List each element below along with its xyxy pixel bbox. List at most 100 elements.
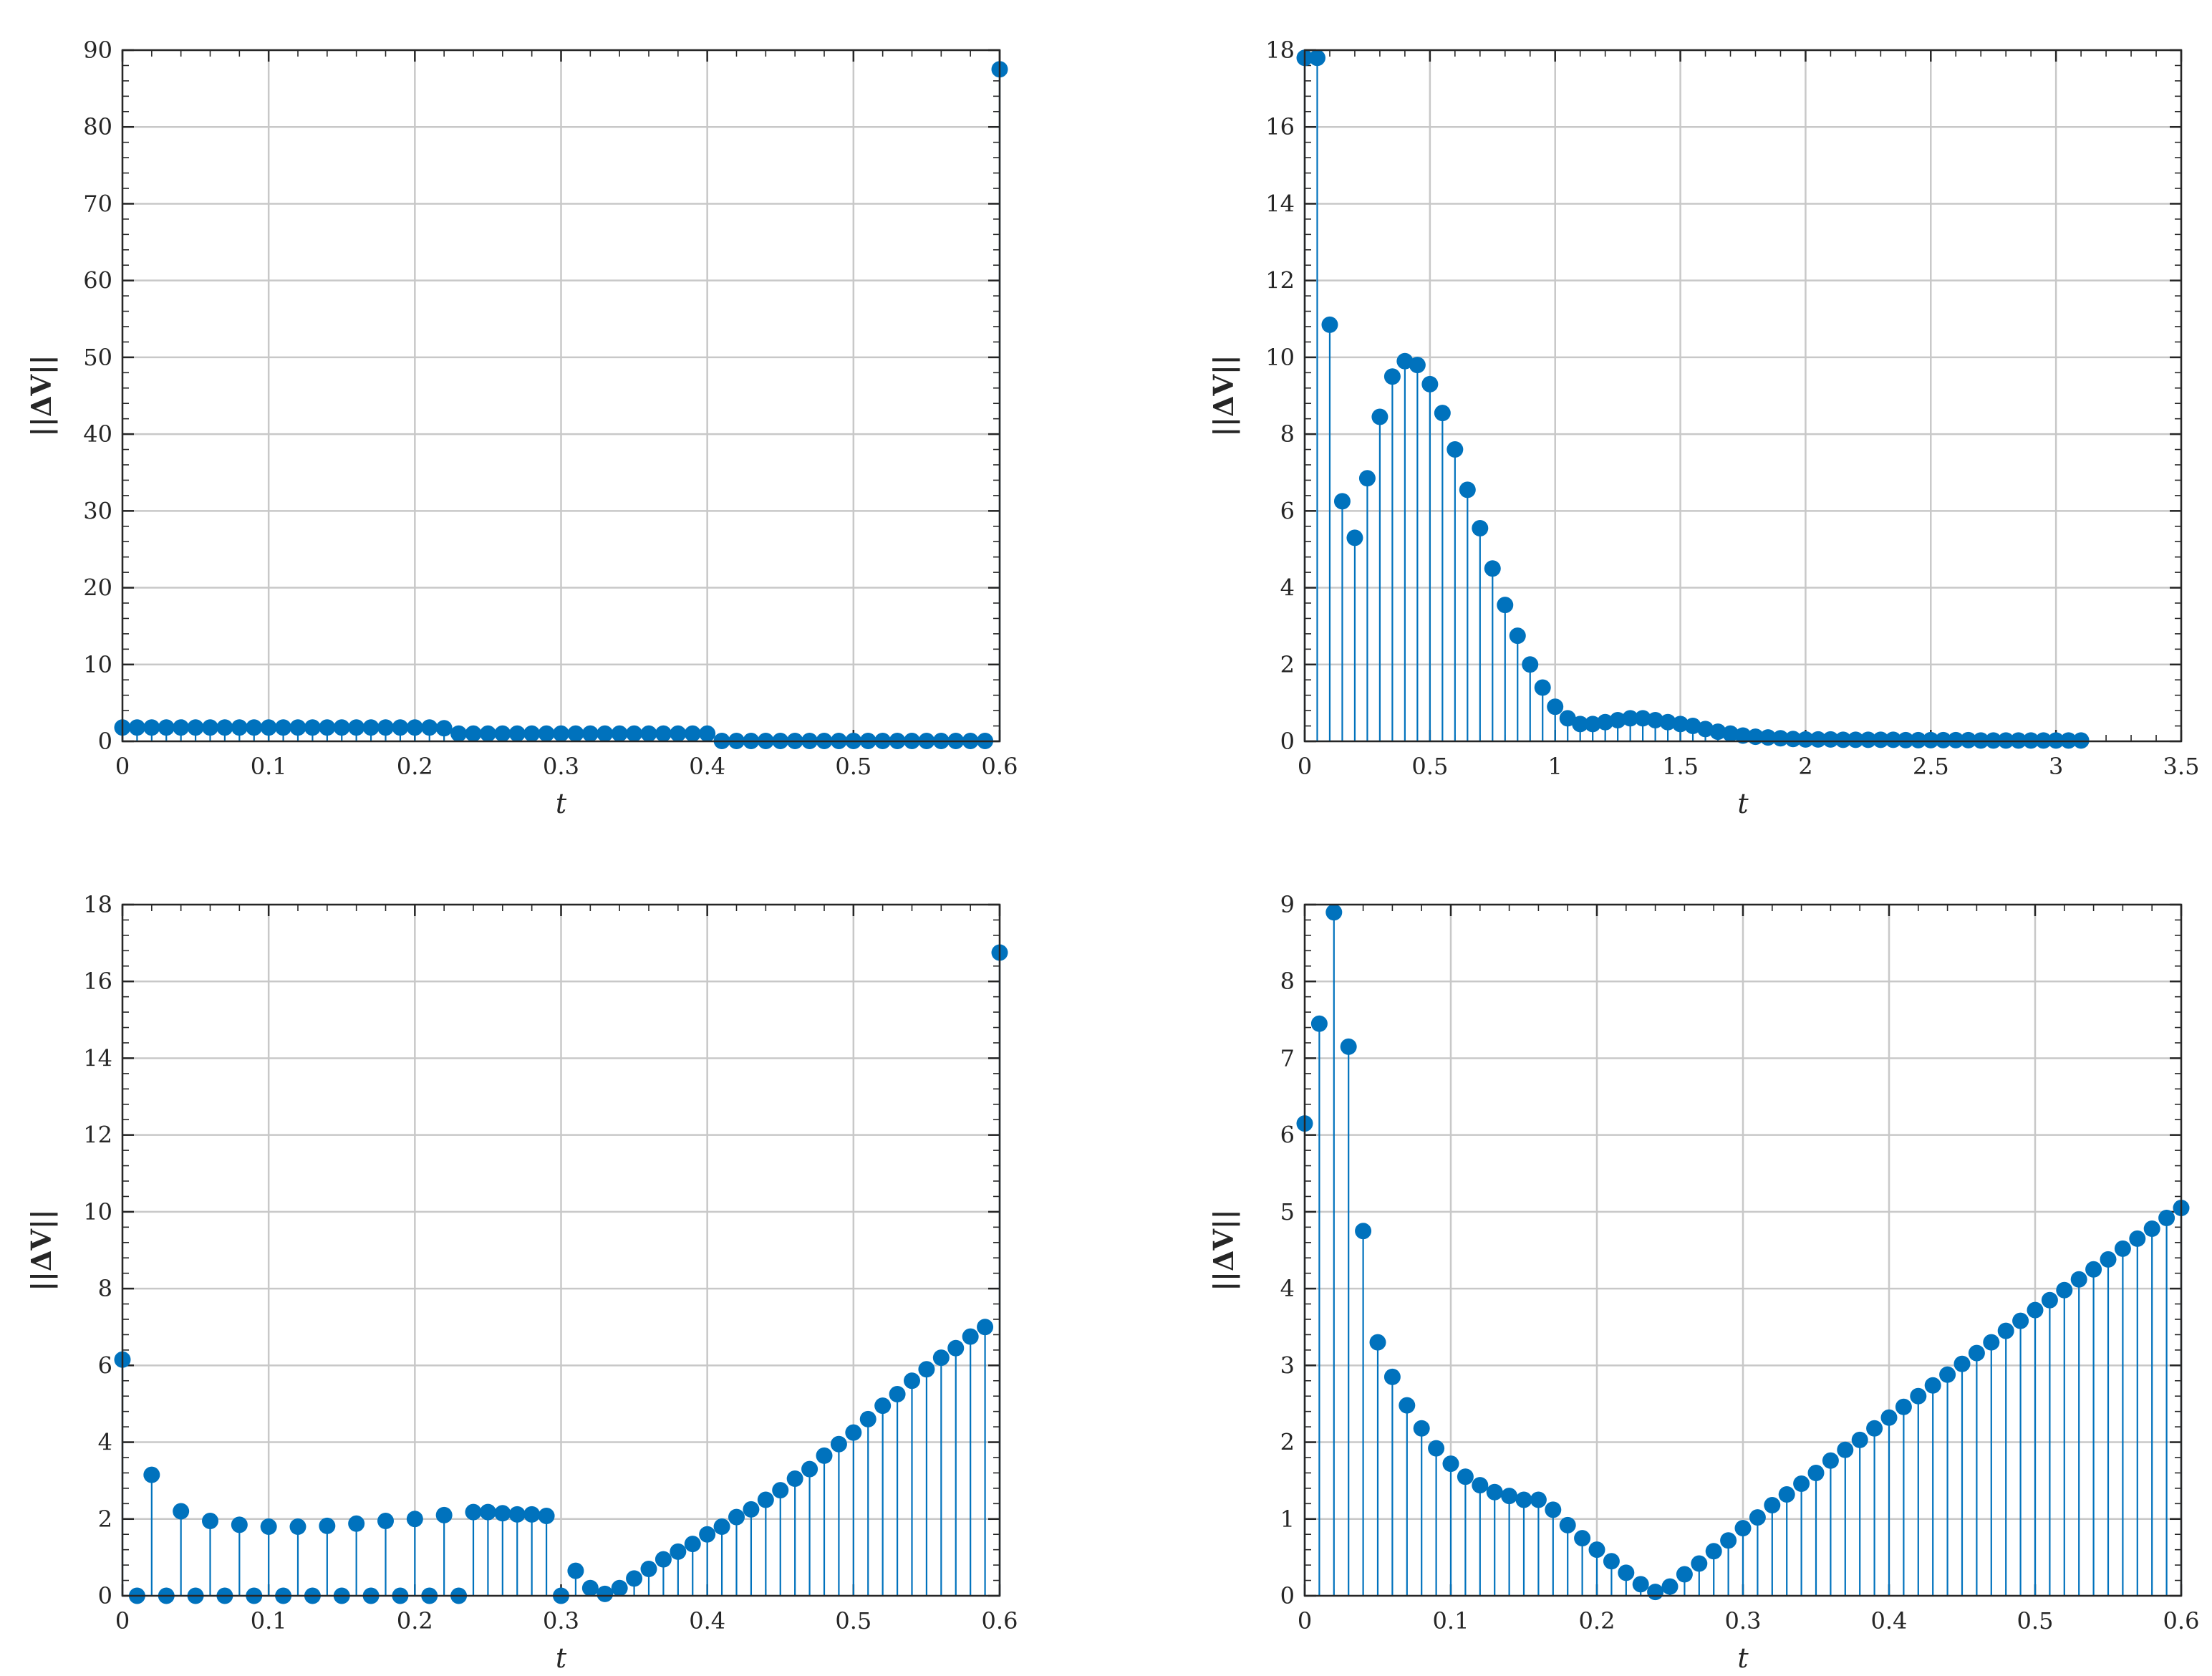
data-point [1968, 1344, 1985, 1362]
data-point [319, 1517, 336, 1534]
data-point [1413, 1420, 1430, 1437]
y-tick-label: 20 [83, 574, 112, 602]
data-point [611, 1579, 628, 1596]
x-tick-label: 0.3 [543, 1607, 579, 1634]
data-point [508, 725, 526, 742]
y-tick-label: 50 [83, 344, 112, 371]
data-point [1939, 1366, 1956, 1383]
data-point [333, 719, 350, 736]
data-point [1346, 529, 1363, 546]
x-tick-label: 0 [1298, 1607, 1312, 1634]
data-point [1734, 1520, 1752, 1537]
data-point [581, 1579, 599, 1596]
axes-box [121, 49, 1001, 743]
y-tick-label: 8 [1280, 420, 1295, 448]
data-point [1764, 1496, 1781, 1513]
y-tick-label: 12 [1265, 267, 1295, 294]
y-tick-label: 90 [83, 37, 112, 64]
data-point [801, 1460, 818, 1478]
data-point [1457, 1468, 1474, 1485]
data-point [1822, 1452, 1839, 1469]
data-point [1434, 405, 1451, 422]
data-point [538, 1507, 555, 1524]
data-point [1509, 627, 1526, 645]
data-point [1428, 1440, 1445, 1457]
data-point [1547, 698, 1564, 716]
data-point [1810, 731, 1827, 748]
data-point [1486, 1483, 1503, 1501]
y-tick-label: 10 [83, 1198, 112, 1225]
data-point [246, 719, 263, 736]
x-tick-label: 0.4 [1871, 1607, 1908, 1634]
data-point [465, 725, 482, 742]
data-point [260, 1518, 277, 1535]
data-point [684, 1536, 701, 1553]
data-point [2143, 1220, 2160, 1237]
data-point [348, 1515, 365, 1532]
data-point [1572, 716, 1589, 733]
data-point [553, 725, 569, 742]
data-point [1647, 712, 1664, 729]
data-point [319, 719, 336, 736]
data-point [1355, 1223, 1372, 1240]
data-point [260, 719, 277, 736]
data-point [904, 1372, 920, 1390]
data-point [1534, 679, 1551, 696]
data-point [1574, 1530, 1591, 1547]
y-tick-label: 9 [1280, 891, 1295, 918]
data-point [202, 719, 218, 736]
data-point [1872, 731, 1889, 748]
x-tick-label: 0.6 [2163, 1607, 2200, 1634]
data-point [1924, 1377, 1941, 1394]
x-tick-label: 0.3 [543, 753, 579, 780]
data-point [918, 1361, 935, 1378]
data-point [538, 725, 555, 742]
data-point [1308, 49, 1325, 67]
x-axis-label: t [1737, 1642, 1749, 1674]
data-point [1705, 1543, 1722, 1560]
data-point [1459, 481, 1476, 499]
data-point [2041, 1291, 2058, 1309]
x-tick-label: 0 [115, 753, 130, 780]
data-point [655, 725, 672, 742]
data-point [1421, 375, 1439, 392]
x-tick-label: 0 [1298, 753, 1312, 780]
x-axis-label: t [556, 1642, 567, 1674]
data-point [304, 719, 321, 736]
chart-panel-top-right: 0 0.5 1 1.5 2 2.5 3 3.5 0 2 4 6 8 10 12 14 16 18 t ||ΔV|| [1207, 37, 2199, 819]
data-point [2158, 1209, 2175, 1226]
y-axis-label: ||ΔV|| [25, 1209, 57, 1291]
y-tick-label: 2 [98, 1506, 112, 1533]
x-tick-label: 0.2 [397, 1607, 433, 1634]
data-point [1522, 656, 1539, 673]
data-point [494, 725, 511, 742]
y-tick-label: 6 [98, 1352, 112, 1379]
y-tick-label: 4 [1280, 574, 1295, 602]
data-point [1310, 1015, 1328, 1032]
data-point [977, 1319, 994, 1336]
y-tick-label: 40 [83, 420, 112, 448]
y-tick-label: 6 [1280, 497, 1295, 524]
data-point [377, 719, 394, 736]
data-point [158, 719, 175, 736]
data-point [1835, 731, 1852, 748]
data-point [1772, 730, 1789, 747]
data-point [348, 719, 365, 736]
y-tick-label: 3 [1280, 1352, 1295, 1379]
x-tick-label: 0.4 [689, 1607, 725, 1634]
y-tick-label: 16 [1265, 113, 1295, 140]
data-point [581, 725, 599, 742]
chart-panel-top-left: 0 0.1 0.2 0.3 0.4 0.5 0.6 0 10 20 30 40 50 60 70 80 90 t |… [25, 37, 1018, 819]
data-point [743, 1501, 760, 1518]
data-point [1333, 493, 1351, 510]
data-point [1960, 731, 1977, 748]
x-tick-label: 3.5 [2163, 753, 2200, 780]
data-point [845, 1424, 862, 1441]
data-point [1501, 1488, 1518, 1505]
data-point [2070, 1271, 2087, 1288]
data-point [1897, 731, 1914, 748]
data-point [1321, 316, 1338, 333]
data-point [1340, 1038, 1357, 1055]
data-point [187, 719, 204, 736]
x-tick-label: 0.6 [982, 753, 1018, 780]
